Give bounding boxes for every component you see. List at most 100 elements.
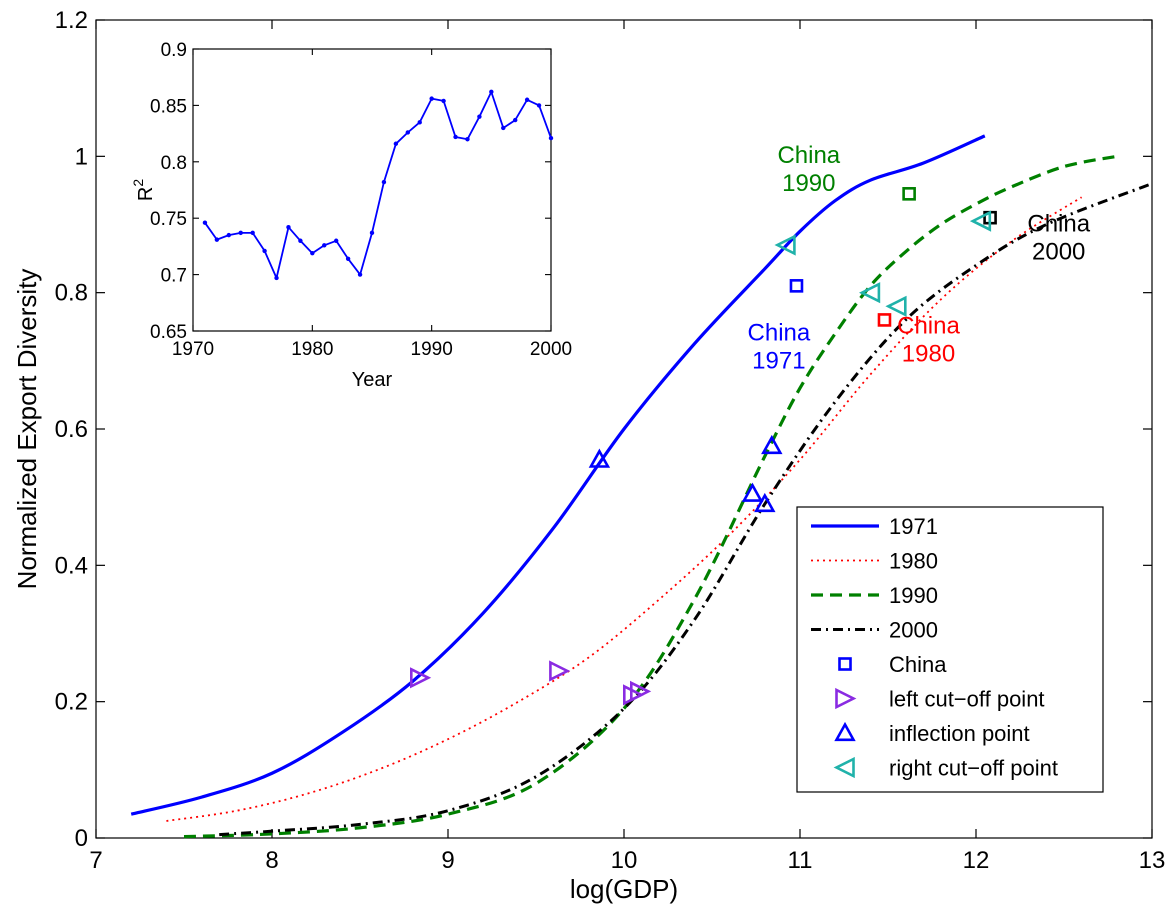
legend-label: 1971: [889, 514, 938, 539]
inset-plot: 1970 1980 1990 2000 0.65 0.7 0.75 0.8 0.85 0.9 Ye…: [130, 40, 572, 391]
inset-series-point: [369, 230, 375, 236]
main-x-tick-label: 13: [1139, 847, 1166, 874]
inset-y-axis-title-sup: 2: [130, 179, 146, 187]
inset-series-point: [345, 256, 351, 262]
inset-series-point: [536, 103, 542, 108]
inset-series-point: [513, 117, 518, 123]
legend-marker-swatch: [833, 756, 855, 779]
china-annotation-line2: 2000: [1032, 238, 1085, 265]
inset-series-point: [501, 125, 506, 131]
china-annotation: China 1990: [777, 142, 840, 197]
legend-label: right cut−off point: [889, 756, 1058, 781]
main-y-tick-label: 1: [75, 143, 88, 170]
china-annotation-line1: China: [748, 319, 811, 346]
series-line-2000: [219, 182, 1153, 837]
china-annotation-line1: China: [777, 142, 840, 169]
china-annotation-line1: China: [897, 313, 960, 340]
legend-entry: China: [838, 652, 947, 677]
main-y-tick-label: 0.8: [55, 280, 88, 307]
inset-series-point: [286, 225, 291, 230]
inset-series-point: [441, 98, 446, 104]
inset-series-point: [429, 96, 434, 101]
inset-axis-ticks: 1970 1980 1990 2000 0.65 0.7 0.75 0.8 0.85 0.9: [150, 40, 572, 360]
inset-series-point: [393, 141, 399, 146]
marker-square: [877, 313, 892, 327]
main-y-tick-label: 1.2: [55, 7, 88, 34]
inset-series-point: [417, 120, 422, 125]
china-annotation: China 1980: [897, 313, 960, 368]
inset-series-point: [489, 89, 494, 95]
main-x-tick-label: 9: [441, 847, 454, 874]
marker-triangle-left: [774, 234, 796, 256]
inset-series-line: [204, 91, 552, 279]
china-annotation-line2: 1971: [752, 347, 805, 374]
inset-y-tick-label: 0.65: [150, 322, 187, 343]
marker-triangle-right: [549, 660, 571, 682]
legend-entry: 1971: [811, 514, 938, 539]
inset-x-tick-label: 2000: [530, 339, 572, 360]
inset-series-point: [548, 135, 554, 141]
inset-series-point: [477, 114, 482, 119]
marker-triangle-up: [741, 482, 764, 502]
inset-series-point: [238, 230, 243, 236]
main-markers-layer: [409, 187, 997, 706]
legend-entry: 2000: [811, 618, 938, 643]
inset-series-point: [405, 130, 410, 135]
inset-series-point: [381, 179, 387, 185]
inset-series-point: [202, 220, 208, 225]
series-line-1971: [130, 134, 986, 816]
marker-triangle-left: [969, 210, 992, 232]
series-line-1980: [166, 196, 1083, 822]
china-annotation-line2: 1980: [902, 341, 955, 368]
legend-label: 2000: [889, 618, 938, 643]
inset-y-axis-title: R2: [130, 179, 157, 201]
legend-box: [796, 506, 1104, 793]
inset-series-point: [226, 232, 231, 238]
main-y-tick-label: 0.4: [55, 552, 88, 579]
main-x-tick-label: 8: [265, 847, 278, 874]
china-annotation: China 2000: [1027, 210, 1090, 265]
legend-entry: inflection point: [834, 721, 1030, 746]
inset-series-point: [274, 275, 279, 281]
legend-marker-swatch: [838, 657, 852, 671]
main-y-tick-label: 0: [75, 825, 88, 852]
main-axis-ticks: 7 8 9 10 11 12 13 0 0.2 0.4 0.6 0.8 1 1.2: [55, 7, 1166, 874]
china-annotation-line2: 1990: [782, 170, 835, 197]
inset-x-axis-title: Year: [352, 369, 393, 391]
legend-label: 1990: [889, 583, 938, 608]
legend-entry: left cut−off point: [835, 687, 1045, 712]
inset-series-point: [214, 237, 220, 242]
legend-label: 1980: [889, 549, 938, 574]
main-x-axis-title: log(GDP): [570, 874, 678, 904]
legend-marker-swatch: [835, 687, 857, 710]
main-series-layer: [130, 134, 1153, 839]
marker-triangle-up: [588, 448, 611, 468]
inset-x-tick-label: 1990: [411, 339, 453, 360]
inset-y-tick-label: 0.8: [161, 153, 187, 174]
marker-triangle-up: [754, 492, 776, 513]
inset-series-point: [250, 230, 255, 236]
main-x-tick-label: 7: [89, 847, 102, 874]
inset-series-layer: [202, 89, 554, 281]
inset-series-point: [262, 248, 267, 254]
legend: 1971 1980 1990 2000 China left cut−off point i…: [796, 506, 1104, 793]
main-y-tick-label: 0.2: [55, 689, 88, 716]
inset-y-tick-label: 0.75: [150, 209, 187, 230]
inset-series-point: [298, 238, 303, 243]
legend-marker-swatch: [834, 721, 856, 742]
marker-triangle-right: [629, 680, 652, 703]
inset-series-point: [524, 97, 530, 102]
marker-triangle-left: [858, 282, 881, 304]
main-x-tick-label: 12: [963, 847, 990, 874]
marker-square: [789, 279, 804, 293]
series-line-1990: [183, 154, 1118, 839]
main-y-tick-label: 0.6: [55, 416, 88, 443]
inset-y-tick-label: 0.85: [150, 96, 187, 117]
inset-x-tick-label: 1970: [172, 339, 214, 360]
marker-square: [902, 187, 916, 201]
legend-entry: right cut−off point: [833, 756, 1058, 781]
china-annotation: China 1971: [748, 319, 811, 374]
inset-series-point: [453, 134, 458, 140]
china-annotation-line1: China: [1027, 210, 1090, 237]
inset-series-point: [357, 272, 363, 277]
